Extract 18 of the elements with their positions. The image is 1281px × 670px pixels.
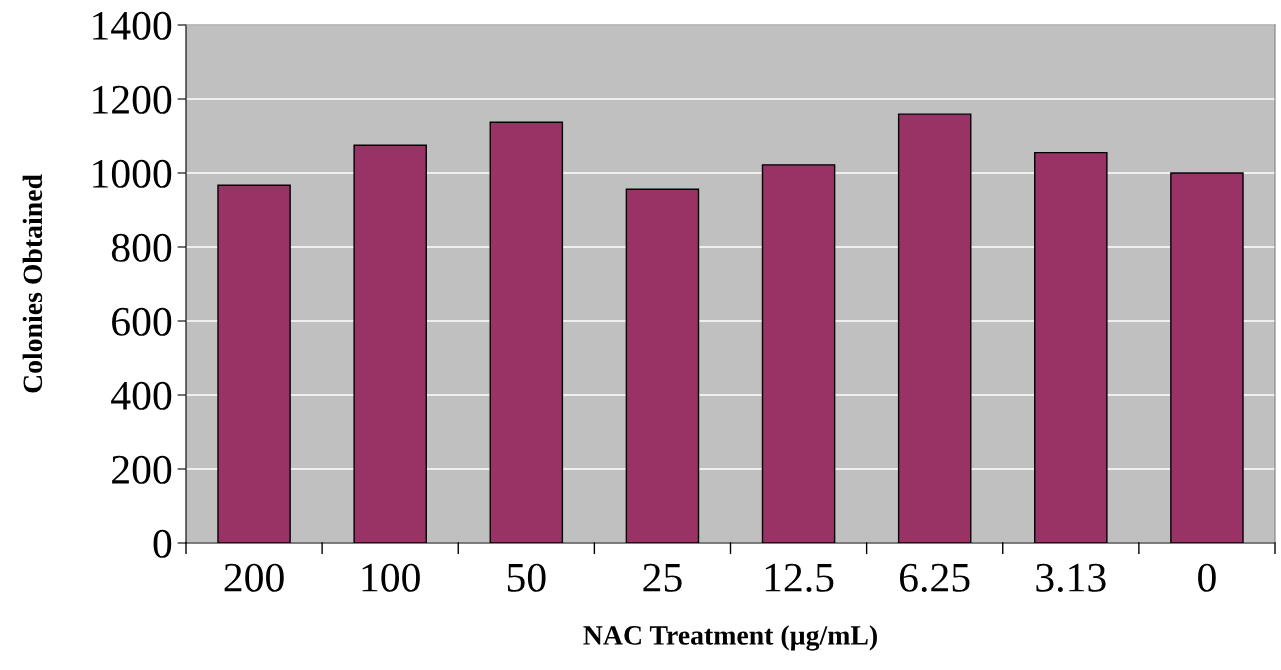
- y-tick-label: 0: [153, 529, 172, 558]
- y-tick-label: 800: [111, 233, 172, 262]
- x-tick-label: 100: [362, 563, 420, 592]
- x-tick-label: 3.13: [1036, 563, 1106, 592]
- x-tick-label: 12.5: [765, 563, 834, 592]
- y-tick-label: 600: [112, 307, 172, 336]
- x-tick-label: 25: [643, 563, 682, 592]
- x-axis-title: NAC Treatment (µg/mL): [583, 625, 877, 651]
- y-tick-label: 1400: [93, 11, 172, 40]
- x-tick-label: 0: [1198, 563, 1216, 592]
- y-tick-label: 1200: [93, 85, 172, 114]
- x-tick-label: 50: [507, 563, 546, 592]
- y-axis-title: Colonies Obtained: [22, 174, 43, 393]
- y-tick-label: 400: [111, 381, 172, 410]
- y-tick-label: 200: [112, 455, 172, 484]
- y-tick-label: 1000: [93, 159, 172, 188]
- x-tick-label: 6.25: [900, 563, 970, 592]
- x-tick-label: 200: [224, 563, 284, 592]
